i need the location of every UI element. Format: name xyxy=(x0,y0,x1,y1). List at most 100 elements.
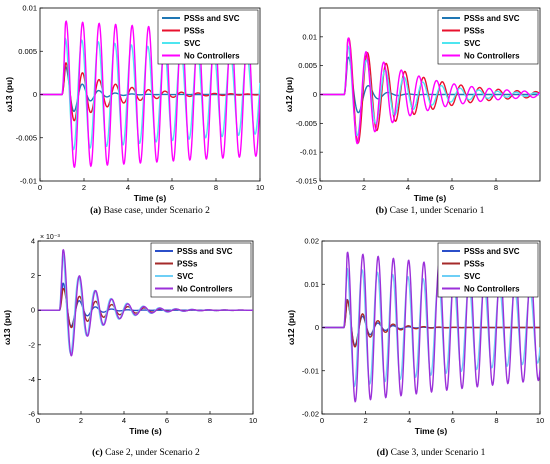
x-tick-label: 8 xyxy=(208,416,212,425)
y-tick-label: -0.005 xyxy=(16,133,37,142)
caption-text: Case 1, under Scenario 1 xyxy=(387,206,484,216)
legend-entry: No Controllers xyxy=(184,52,240,61)
y-axis-label: ω12 (pu) xyxy=(286,310,296,345)
y-tick-label: -0.01 xyxy=(302,366,319,375)
y-tick-label: -0.005 xyxy=(296,119,317,128)
y-tick-label: -0.015 xyxy=(296,177,317,186)
chart-panel-1: 0 2 4 6 8 10 -0.01 -0.005 0 0.005 0.01 Time (s) ω13 … xyxy=(4,4,264,217)
chart-panel-4: 0 2 4 6 8 10 -0.02 -0.01 0 0.01 0.02 Time (s) ω12 (p… xyxy=(286,237,544,459)
legend-entry: SVC xyxy=(177,272,194,281)
panel-caption: (c) Case 2, under Scenario 2 xyxy=(92,447,200,458)
legend: PSSs and SVC PSSs SVC No Controllers xyxy=(150,242,252,298)
legend-entry: PSSs and SVC xyxy=(184,14,240,23)
series-line-4 xyxy=(40,20,260,168)
series-line-4 xyxy=(322,251,540,403)
caption-text: Case 2, under Scenario 2 xyxy=(103,448,200,458)
x-tick-label: 6 xyxy=(451,416,455,425)
legend-entry: SVC xyxy=(184,39,201,48)
y-tick-label: 0.01 xyxy=(304,280,319,289)
x-tick-label: 0 xyxy=(320,416,324,425)
x-tick-label: 2 xyxy=(79,416,83,425)
x-tick-label: 8 xyxy=(214,183,218,192)
legend-entry: PSSs xyxy=(184,27,205,36)
caption-text: Base case, under Scenario 2 xyxy=(101,206,210,216)
y-tick-label: 0.02 xyxy=(304,237,319,246)
series-group xyxy=(320,37,540,145)
legend-entry: PSSs xyxy=(464,260,485,269)
y-tick-label: 0.01 xyxy=(22,4,37,13)
y-tick-label: 4 xyxy=(31,237,35,246)
chart-panel-2: 0 2 4 6 8 -0.015 -0.01 -0.005 0 0.005 0.01 Time (s)… xyxy=(284,7,541,216)
chart-panel-3: 0 2 4 6 8 10 -6 -4 -2 0 2 4 × 10⁻³ Time (s) ω13 (pu) PS… xyxy=(2,234,257,458)
legend-entry: No Controllers xyxy=(464,285,520,294)
legend-entry: No Controllers xyxy=(177,285,233,294)
x-tick-label: 10 xyxy=(256,183,264,192)
x-tick-label: 4 xyxy=(407,416,411,425)
panel-caption: (b) Case 1, under Scenario 1 xyxy=(376,205,485,216)
y-tick-label: 0.005 xyxy=(298,61,317,70)
caption-label: (a) xyxy=(90,205,101,216)
x-axis-label: Time (s) xyxy=(415,426,448,436)
x-axis-label: Time (s) xyxy=(414,193,447,203)
series-group xyxy=(38,248,253,357)
x-tick-label: 6 xyxy=(450,183,454,192)
y-axis-label: ω12 (pu) xyxy=(284,77,294,112)
y-tick-label: 0 xyxy=(315,323,319,332)
y-tick-label: 0.005 xyxy=(18,47,37,56)
legend-entry: PSSs xyxy=(464,27,485,36)
caption-label: (b) xyxy=(376,205,388,216)
legend-entry: No Controllers xyxy=(464,52,520,61)
x-tick-label: 10 xyxy=(536,416,544,425)
series-group xyxy=(322,251,540,403)
x-tick-label: 10 xyxy=(249,416,257,425)
legend-entry: PSSs and SVC xyxy=(177,247,233,256)
y-axis-label: ω13 (pu) xyxy=(2,310,12,345)
series-line-4 xyxy=(38,248,253,357)
legend: PSSs and SVC PSSs SVC No Controllers xyxy=(437,242,539,298)
y-tick-label: 0 xyxy=(31,306,35,315)
x-tick-label: 0 xyxy=(318,183,322,192)
y-tick-label: 0 xyxy=(33,90,37,99)
y-tick-label: -6 xyxy=(28,410,35,419)
y-tick-label: 2 xyxy=(31,271,35,280)
legend-entry: PSSs and SVC xyxy=(464,14,520,23)
caption-text: Case 3, under Scenario 1 xyxy=(388,448,485,458)
y-tick-label: -0.01 xyxy=(20,177,37,186)
panel-caption: (d) Case 3, under Scenario 1 xyxy=(377,447,486,458)
legend-entry: SVC xyxy=(464,272,481,281)
x-tick-label: 2 xyxy=(364,416,368,425)
x-tick-label: 2 xyxy=(362,183,366,192)
legend-entry: SVC xyxy=(464,39,481,48)
x-tick-label: 6 xyxy=(165,416,169,425)
series-line-4 xyxy=(320,37,540,145)
x-tick-label: 2 xyxy=(82,183,86,192)
caption-label: (c) xyxy=(92,447,103,458)
x-tick-label: 6 xyxy=(170,183,174,192)
x-tick-label: 4 xyxy=(126,183,130,192)
x-tick-label: 4 xyxy=(122,416,126,425)
y-tick-label: 0.01 xyxy=(302,32,317,41)
y-tick-label: 0 xyxy=(313,90,317,99)
y-axis-label: ω13 (pu) xyxy=(4,77,14,112)
series-group xyxy=(40,20,260,168)
y-exponent-label: × 10⁻³ xyxy=(40,234,61,241)
y-tick-label: -0.01 xyxy=(300,148,317,157)
x-tick-label: 0 xyxy=(38,183,42,192)
legend: PSSs and SVC PSSs SVC No Controllers xyxy=(437,9,539,65)
y-tick-label: -2 xyxy=(28,340,35,349)
panel-caption: (a) Base case, under Scenario 2 xyxy=(90,205,210,216)
x-tick-label: 0 xyxy=(36,416,40,425)
legend-entry: PSSs xyxy=(177,260,198,269)
x-axis-label: Time (s) xyxy=(134,193,167,203)
series-line-3 xyxy=(40,36,260,151)
x-axis-label: Time (s) xyxy=(129,426,162,436)
y-tick-label: -4 xyxy=(28,375,35,384)
x-tick-label: 8 xyxy=(494,183,498,192)
y-tick-label: -0.02 xyxy=(302,410,319,419)
legend: PSSs and SVC PSSs SVC No Controllers xyxy=(157,9,259,65)
caption-label: (d) xyxy=(377,447,389,458)
legend-entry: PSSs and SVC xyxy=(464,247,520,256)
x-tick-label: 8 xyxy=(494,416,498,425)
x-tick-label: 4 xyxy=(406,183,410,192)
